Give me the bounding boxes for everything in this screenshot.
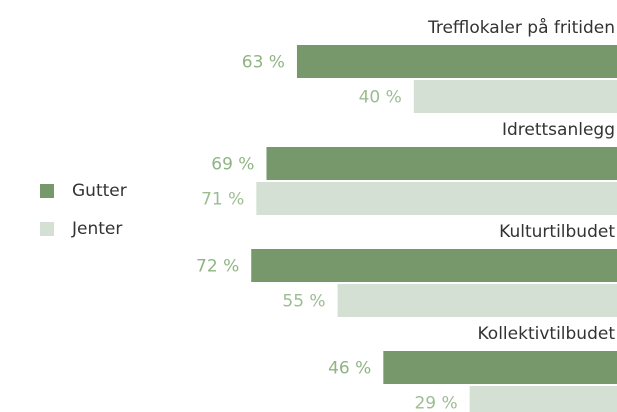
bar xyxy=(337,284,617,317)
value-label: 29 % xyxy=(414,394,457,412)
category-label: Kulturtilbudet xyxy=(499,222,615,242)
bar xyxy=(413,80,617,113)
category-label: Trefflokaler på fritiden xyxy=(427,17,615,38)
bar xyxy=(383,351,617,384)
value-label: 69 % xyxy=(211,155,254,175)
legend-label: Jenter xyxy=(71,219,122,239)
bar xyxy=(256,182,617,215)
legend-swatch xyxy=(40,222,54,236)
legend-label: Gutter xyxy=(72,181,127,201)
category-label: Idrettsanlegg xyxy=(502,120,615,140)
value-label: 71 % xyxy=(201,190,244,210)
bar xyxy=(251,249,617,282)
legend-swatch xyxy=(40,184,54,198)
value-label: 55 % xyxy=(282,292,325,312)
category-label: Kollektivtilbudet xyxy=(478,324,616,344)
value-label: 72 % xyxy=(196,257,239,277)
bar xyxy=(266,147,617,180)
value-label: 40 % xyxy=(359,88,402,108)
value-label: 46 % xyxy=(328,359,371,379)
bar xyxy=(469,386,617,412)
bar xyxy=(296,45,617,78)
value-label: 63 % xyxy=(242,53,285,73)
